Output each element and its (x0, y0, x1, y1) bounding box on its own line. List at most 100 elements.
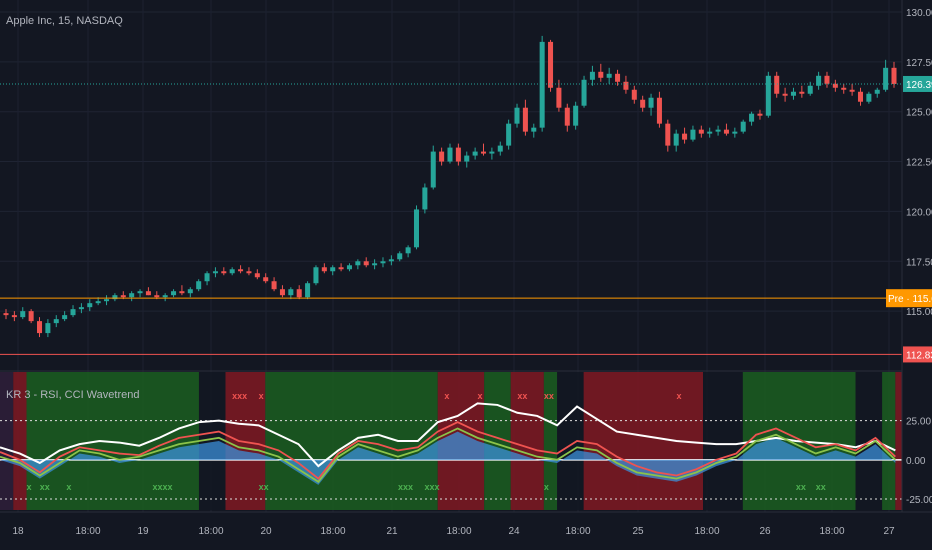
wavetrend-area (0, 431, 896, 485)
candle-body (405, 247, 411, 254)
red-series-line (0, 421, 896, 480)
candle-body (531, 127, 537, 132)
candle-body (732, 131, 738, 134)
candle-body (740, 121, 746, 132)
candle-body (380, 261, 386, 264)
signal-background-region (703, 372, 743, 510)
candle-body (548, 41, 554, 88)
candle-body (564, 107, 570, 126)
time-tick-label: 18:00 (565, 526, 590, 537)
candle-body (20, 311, 26, 318)
time-tick-label: 18:00 (198, 526, 223, 537)
candle-body (212, 271, 218, 274)
last-price-label: 126.39 (906, 80, 932, 91)
candle-body (346, 265, 352, 270)
sell-marker: xx (544, 391, 554, 401)
buy-marker: x (27, 482, 32, 492)
candle-body (623, 81, 629, 90)
candle-body (832, 83, 838, 88)
candle-body (489, 151, 495, 154)
indicator-title: KR 3 - RSI, CCI Wavetrend (6, 389, 139, 401)
candle-body (665, 123, 671, 146)
candle-body (171, 291, 177, 296)
candle-body (413, 209, 420, 248)
candle-body (757, 113, 763, 116)
sell-marker: xx (517, 391, 527, 401)
candle-body (464, 155, 470, 162)
candle-body (36, 321, 43, 334)
candle-body (455, 147, 461, 162)
candle-body (196, 281, 202, 290)
candle-body (313, 267, 319, 284)
buy-marker: xx (816, 482, 826, 492)
candle-body (28, 311, 34, 322)
candle-body (589, 71, 595, 80)
candle-body (841, 87, 847, 90)
candle-body (497, 145, 503, 152)
price-tick-label: 122.50 (906, 158, 932, 169)
low-price-label: 112.83 (906, 350, 932, 361)
time-tick-label: 18:00 (320, 526, 345, 537)
premarket-label: Pre · 115.65 (888, 294, 932, 305)
candle-body (581, 79, 587, 106)
candle-body (70, 309, 76, 316)
candle-body (221, 271, 227, 274)
candle-body (690, 129, 696, 140)
candle-body (154, 295, 160, 298)
indicator-tick-label: 25.00 (906, 417, 931, 428)
time-tick-label: 18:00 (819, 526, 844, 537)
signal-background-region (882, 372, 896, 510)
candle-body (162, 295, 168, 298)
candle-body (363, 261, 369, 266)
signal-background-region (13, 372, 27, 510)
buy-marker: xx (259, 482, 269, 492)
time-tick-label: 18 (12, 526, 24, 537)
candle-body (799, 91, 805, 94)
candle-body (447, 147, 453, 162)
candle-body (539, 41, 545, 128)
candle-body (254, 273, 260, 278)
candle-body (263, 277, 269, 282)
candle-body (849, 89, 855, 92)
candle-body (648, 97, 654, 108)
candle-body (715, 129, 721, 132)
candle-body (120, 295, 126, 298)
buy-marker: xxxx (153, 482, 173, 492)
signal-background-region (895, 372, 902, 510)
candle-body (866, 93, 872, 102)
buy-marker: xxx (398, 482, 413, 492)
candle-body (288, 289, 294, 296)
candle-body (388, 259, 394, 262)
white-series-line (0, 402, 896, 468)
candle-body (78, 307, 84, 310)
candle-body (765, 75, 771, 116)
candle-body (372, 263, 378, 266)
candle-body (305, 283, 311, 298)
candle-body (480, 151, 487, 154)
candle-body (556, 87, 562, 108)
candle-body (807, 85, 813, 94)
price-tick-label: 125.00 (906, 108, 932, 119)
candle-body (87, 303, 93, 308)
candle-body (11, 315, 17, 318)
candle-body (3, 313, 9, 316)
candle-body (631, 89, 637, 100)
signal-background-region (0, 372, 14, 510)
candle-body (506, 123, 512, 146)
candle-body (430, 151, 436, 188)
candle-body (279, 289, 285, 296)
candle-body (238, 269, 244, 272)
candle-body (790, 91, 796, 96)
indicator-tick-label: -25.00 (906, 495, 932, 506)
time-tick-label: 18:00 (75, 526, 100, 537)
price-tick-label: 127.50 (906, 58, 932, 69)
buy-marker: x (544, 482, 549, 492)
candle-body (129, 293, 135, 298)
time-tick-label: 20 (260, 526, 272, 537)
candle-body (874, 89, 880, 94)
time-tick-label: 27 (883, 526, 895, 537)
price-tick-label: 130.00 (906, 8, 932, 19)
candle-body (514, 107, 520, 124)
sell-marker: x (259, 391, 264, 401)
